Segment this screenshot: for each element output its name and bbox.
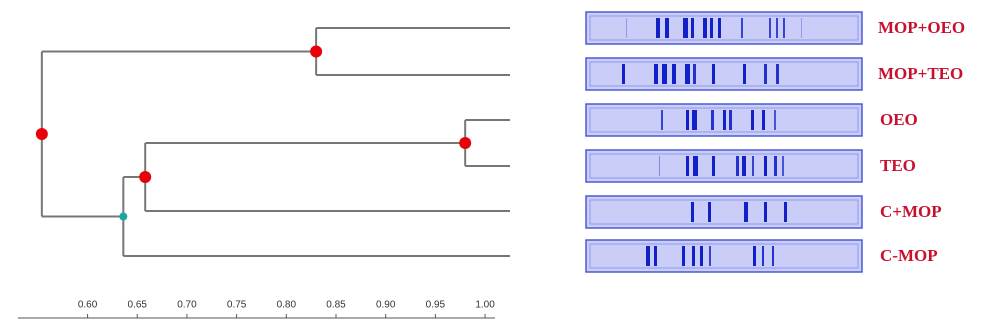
gel-lane [586,12,862,44]
band [782,156,784,176]
band [751,110,754,130]
band [693,156,698,176]
band [626,18,627,38]
node [36,128,48,140]
band [692,110,697,130]
band [693,64,696,84]
x-tick-label: 0.80 [277,300,297,311]
band [654,64,658,84]
band [774,156,777,176]
band [718,18,721,38]
band [764,64,767,84]
band [622,64,625,84]
band [764,202,767,222]
band [723,110,726,130]
node [139,171,151,183]
band [685,64,690,84]
band [656,18,660,38]
band [776,18,778,38]
gel-lane [586,150,862,182]
lane-label: MOP+OEO [878,18,965,37]
band [712,156,715,176]
x-tick-label: 0.70 [177,300,197,311]
band [762,110,765,130]
band [769,18,771,38]
lane-label: TEO [880,156,916,175]
band [683,18,688,38]
band [729,110,732,130]
band [703,18,707,38]
band [708,202,711,222]
gel-lane [586,240,862,272]
gel-lane [586,196,862,228]
x-tick-label: 0.60 [78,300,98,311]
band [762,246,764,266]
band [772,246,774,266]
band [662,64,667,84]
band [783,18,785,38]
band [710,18,713,38]
gel-lane [586,58,862,90]
band [712,64,715,84]
x-tick-label: 0.95 [426,300,446,311]
band [654,246,657,266]
band [742,156,746,176]
band [646,246,650,266]
node [119,213,127,221]
lane-label: MOP+TEO [878,64,963,83]
band [743,64,746,84]
band [801,18,802,38]
band [682,246,685,266]
band [776,64,779,84]
band [736,156,739,176]
band [744,202,748,222]
band [784,202,787,222]
node [310,46,322,58]
x-tick-label: 0.85 [326,300,346,311]
band [661,110,663,130]
node [459,137,471,149]
band [692,246,695,266]
x-tick-label: 0.75 [227,300,247,311]
band [711,110,714,130]
band [691,18,694,38]
band [709,246,711,266]
band [741,18,743,38]
lane-label: OEO [880,110,918,129]
figure: 0.60 0.65 0.70 0.75 0.80 0.85 0.90 0.95 1.00 MOP+… [0,0,995,336]
band [764,156,767,176]
band [753,246,756,266]
x-tick-label: 0.90 [376,300,396,311]
band [700,246,703,266]
band [691,202,694,222]
band [774,110,776,130]
band [752,156,754,176]
band [686,110,689,130]
band [686,156,689,176]
band [665,18,669,38]
x-tick-label: 0.65 [128,300,148,311]
band [659,156,660,176]
band [672,64,676,84]
lane-label: C-MOP [880,246,938,265]
lane-label: C+MOP [880,202,942,221]
x-tick-label: 1.00 [475,300,495,311]
